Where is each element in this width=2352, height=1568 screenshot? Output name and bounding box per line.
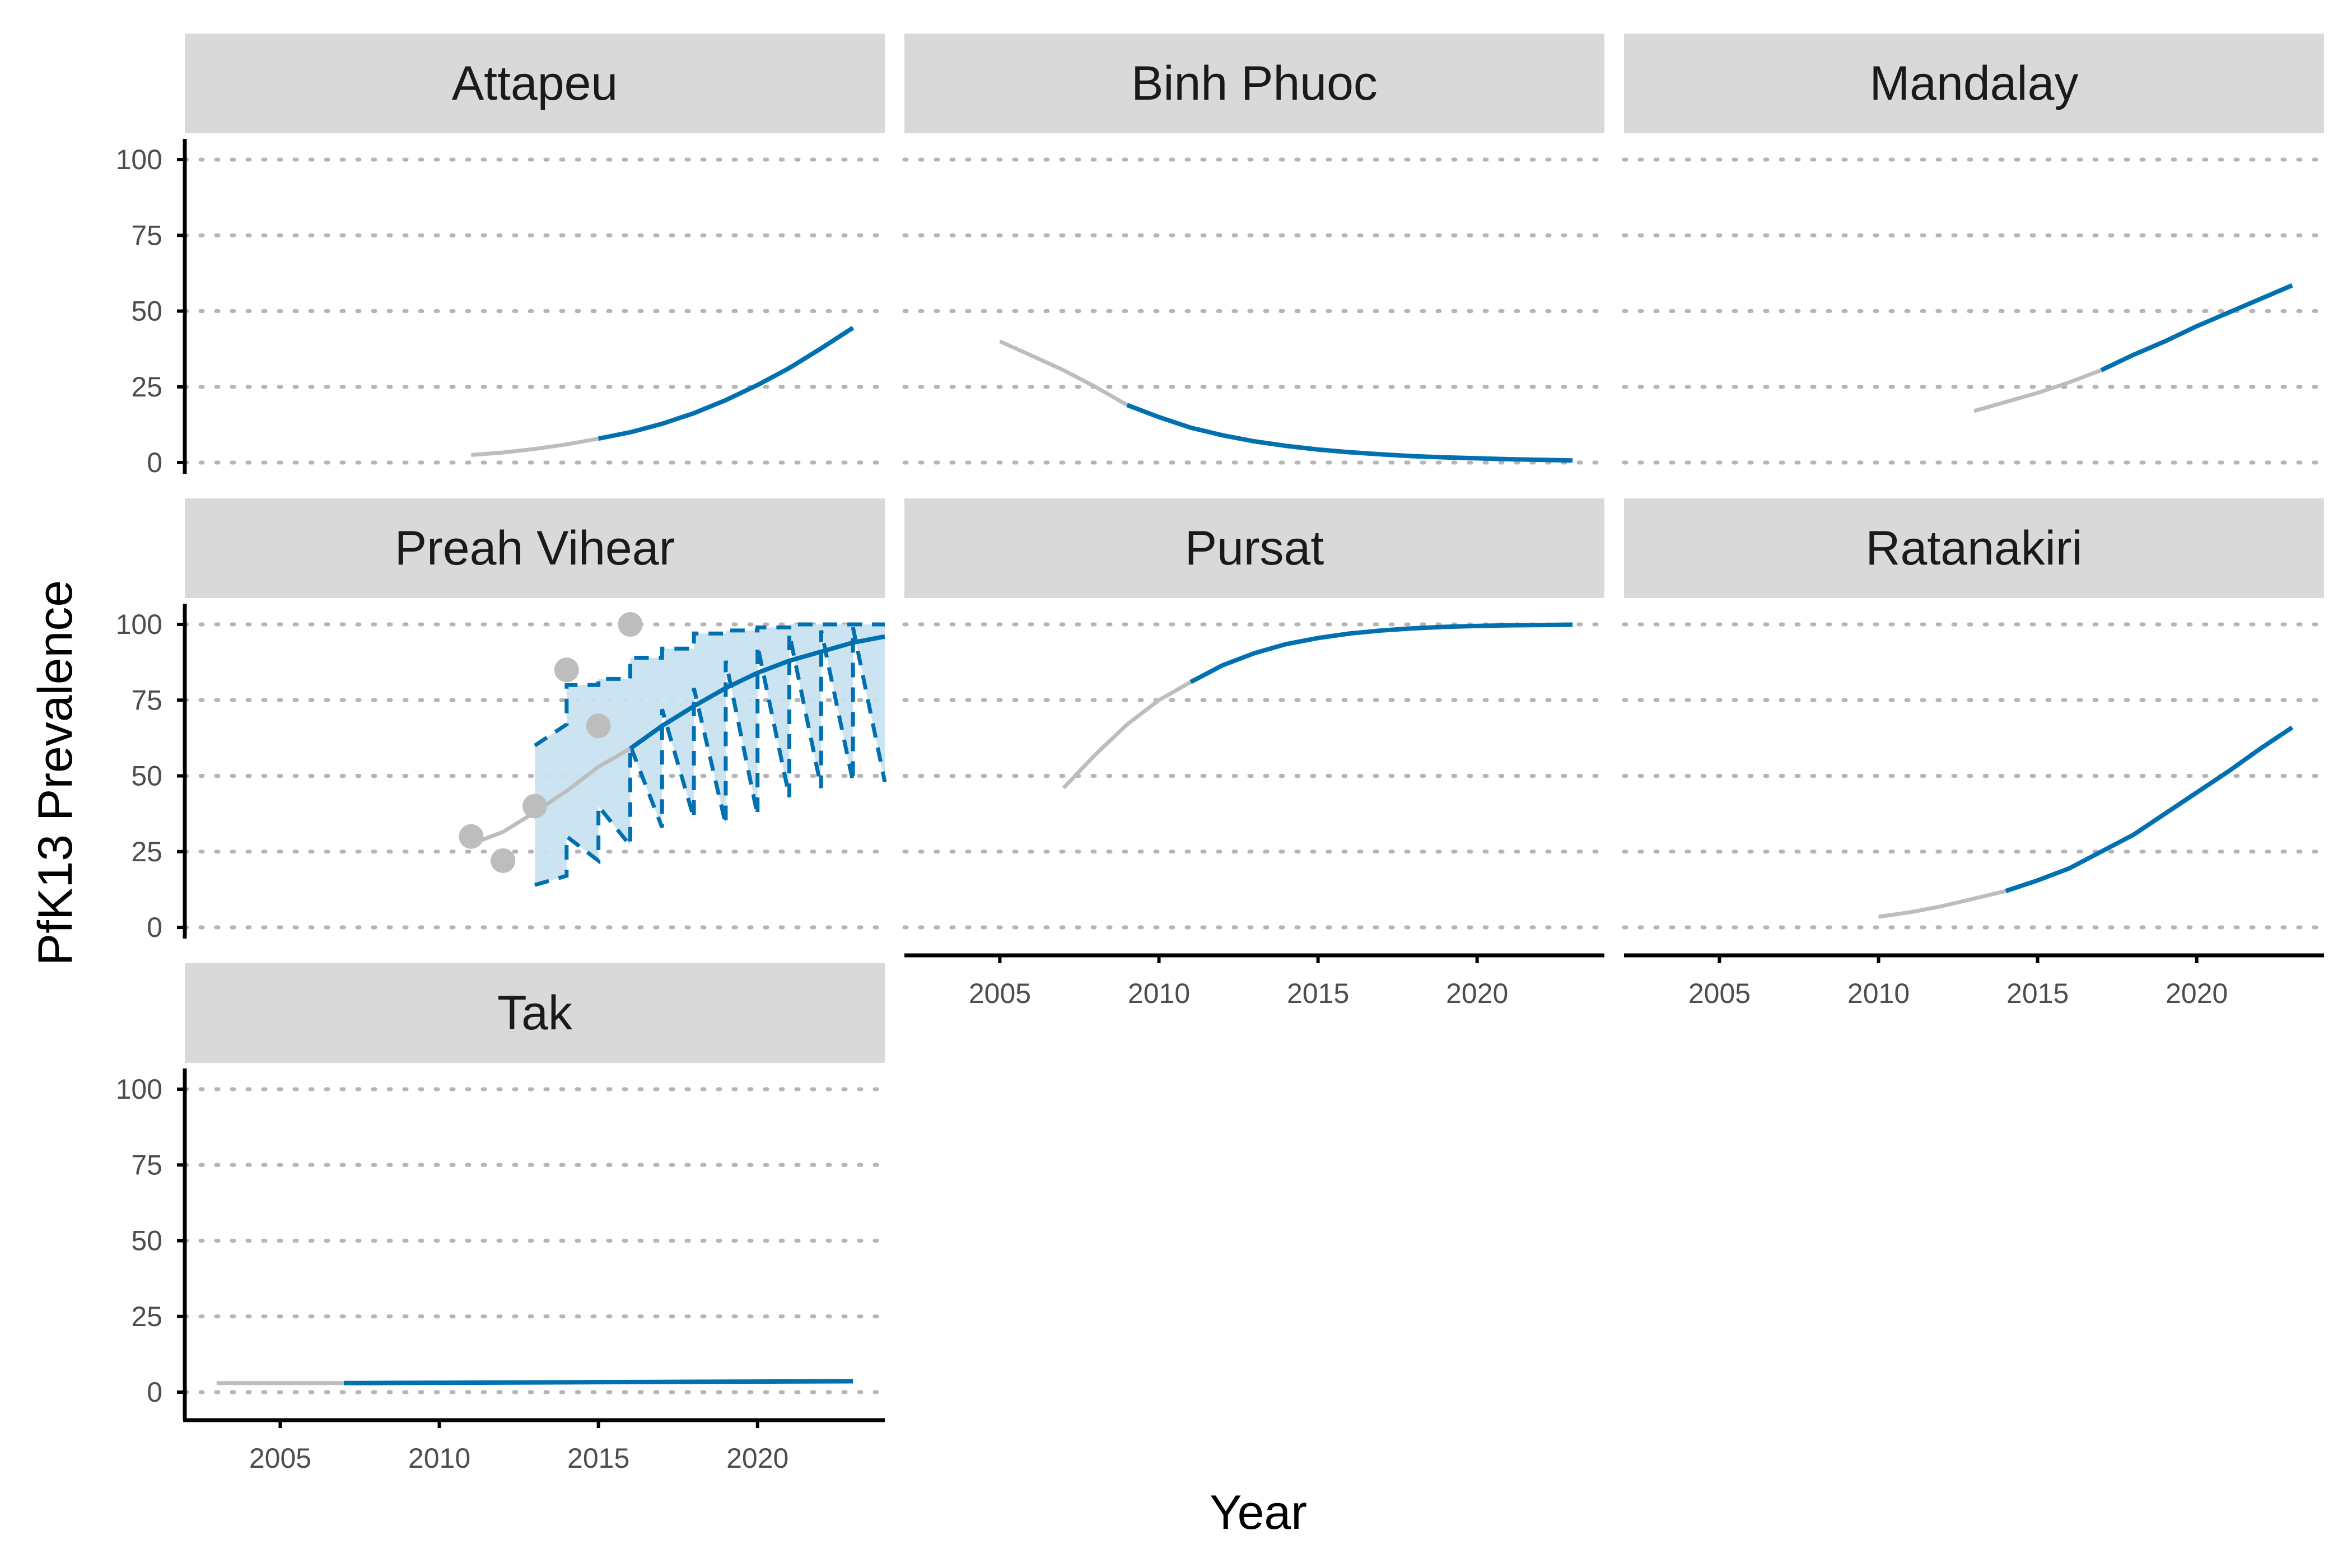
facet-title: Ratanakiri bbox=[1865, 521, 2082, 575]
data-point bbox=[618, 612, 643, 637]
y-tick-label: 50 bbox=[131, 296, 162, 327]
x-tick-label: 2010 bbox=[1847, 978, 1910, 1009]
facet-panel: Attapeu 0 25 50 75 100 bbox=[116, 34, 887, 478]
facet-strip bbox=[185, 498, 885, 598]
data-point bbox=[522, 794, 547, 819]
facet-title: Binh Phuoc bbox=[1131, 57, 1378, 110]
y-tick-label: 25 bbox=[131, 371, 162, 403]
facet-title: Attapeu bbox=[452, 57, 618, 110]
x-tick-label: 2015 bbox=[1287, 978, 1349, 1009]
facet-panel: Binh Phuoc bbox=[902, 34, 1607, 465]
data-point bbox=[554, 657, 579, 683]
facet-title: Mandalay bbox=[1870, 57, 2079, 110]
observed-line bbox=[1062, 680, 1192, 790]
y-axis-title: PfK13 Prevalence bbox=[29, 580, 82, 965]
ribbon-upper-bound bbox=[534, 622, 885, 748]
y-tick-label: 75 bbox=[131, 1149, 162, 1180]
y-tick-label: 75 bbox=[131, 684, 162, 716]
x-tick-label: 2020 bbox=[1446, 978, 1508, 1009]
x-tick-label: 2005 bbox=[1688, 978, 1751, 1009]
observed-line bbox=[1878, 889, 2006, 919]
projection-line bbox=[1126, 403, 1573, 463]
projection-line bbox=[344, 1379, 853, 1385]
y-tick-label: 25 bbox=[131, 836, 162, 867]
x-tick-label: 2005 bbox=[969, 978, 1031, 1009]
x-axis-title: Year bbox=[1210, 1486, 1307, 1539]
y-tick-label: 0 bbox=[147, 447, 162, 478]
facet-strip bbox=[185, 963, 885, 1063]
facet-panel: Pursat 2005 2010 2015 2020 bbox=[902, 498, 1607, 1009]
facet-strip bbox=[904, 498, 1604, 598]
y-tick-label: 50 bbox=[131, 760, 162, 792]
observed-line bbox=[470, 746, 632, 846]
facet-strip bbox=[1624, 34, 2324, 133]
x-tick-label: 2010 bbox=[1128, 978, 1190, 1009]
projection-line bbox=[598, 325, 855, 441]
data-point bbox=[491, 848, 516, 873]
facet-panel: Ratanakiri 2005 2010 2015 2020 bbox=[1622, 498, 2326, 1009]
facet-strip bbox=[185, 34, 885, 133]
facet-strip bbox=[1624, 498, 2324, 598]
facet-strip bbox=[904, 34, 1604, 133]
y-tick-label: 75 bbox=[131, 220, 162, 251]
y-tick-label: 100 bbox=[116, 1074, 162, 1105]
data-point bbox=[586, 713, 611, 739]
facet-title: Pursat bbox=[1185, 521, 1324, 575]
facet-title: Tak bbox=[497, 986, 573, 1040]
facet-panel: Mandalay bbox=[1622, 34, 2326, 465]
x-tick-label: 2015 bbox=[2006, 978, 2069, 1009]
x-tick-label: 2020 bbox=[726, 1443, 788, 1474]
data-point bbox=[459, 824, 484, 849]
x-tick-label: 2010 bbox=[408, 1443, 470, 1474]
facet-panel: Tak 0 25 50 75 100 2005 2010 2015 2020 bbox=[116, 963, 887, 1474]
x-tick-label: 2020 bbox=[2166, 978, 2228, 1009]
confidence-ribbon bbox=[535, 624, 885, 885]
projection-line bbox=[2100, 283, 2293, 372]
projection-line bbox=[1189, 622, 1573, 684]
observed-line bbox=[999, 339, 1128, 407]
y-tick-label: 100 bbox=[116, 144, 162, 175]
y-tick-label: 25 bbox=[131, 1301, 162, 1332]
y-tick-label: 100 bbox=[116, 609, 162, 640]
facet-panel: Preah Vihear 0 25 50 75 100 bbox=[116, 498, 887, 943]
facets-layer: Attapeu 0 25 50 75 100 Binh Phuoc Mandalay Preah… bbox=[116, 34, 2326, 1474]
projection-line bbox=[629, 634, 885, 751]
facet-title: Preah Vihear bbox=[395, 521, 675, 575]
projection-line bbox=[2005, 725, 2294, 893]
x-tick-label: 2015 bbox=[567, 1443, 629, 1474]
observed-line bbox=[1973, 368, 2102, 413]
x-tick-label: 2005 bbox=[249, 1443, 311, 1474]
y-tick-label: 0 bbox=[147, 912, 162, 943]
ribbon-lower-bound bbox=[534, 627, 887, 887]
observed-line bbox=[471, 436, 599, 457]
y-tick-label: 50 bbox=[131, 1225, 162, 1257]
y-tick-label: 0 bbox=[147, 1376, 162, 1408]
